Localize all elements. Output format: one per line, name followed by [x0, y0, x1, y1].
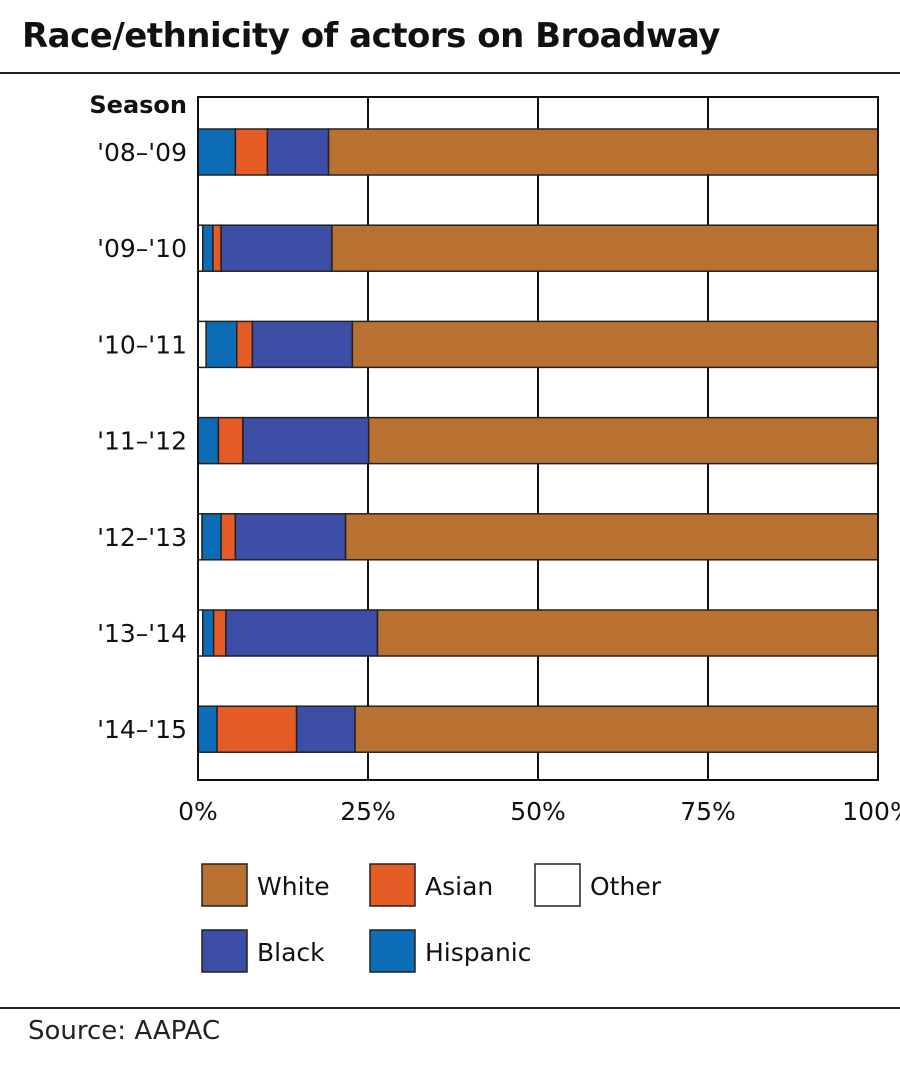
top-rule	[0, 72, 900, 74]
labels-layer: 0% 25% 50% 75% 100% '08–'09 '09–'10 '10–'11 '11–…	[89, 91, 900, 826]
bar-segment-white	[351, 320, 879, 369]
bar-segment-white	[327, 128, 879, 176]
bar-segment-asian	[220, 513, 237, 561]
bar-segment-asian	[234, 128, 269, 176]
bar-segment-black	[266, 128, 330, 176]
bar-segment-white	[367, 416, 879, 465]
legend-layer: White Asian Other Black Hispanic	[201, 863, 662, 973]
bar-segment-hispanic	[205, 320, 238, 369]
bar-segment-white	[344, 513, 879, 561]
x-tick-label: 25%	[340, 797, 396, 826]
bar-segment-black	[251, 320, 354, 369]
bar-segment-hispanic	[197, 128, 237, 176]
bar-segment-black	[225, 609, 379, 657]
bar-segment-asian	[217, 416, 244, 465]
legend-label-hispanic: Hispanic	[425, 938, 532, 967]
y-axis-title: Season	[89, 91, 187, 119]
frame-layer	[197, 96, 879, 781]
bar-segment-black	[295, 705, 356, 753]
bar-segment-black	[220, 224, 333, 272]
category-label: '08–'09	[97, 138, 187, 167]
bar-segment-black	[242, 416, 370, 465]
legend-swatch-other	[534, 863, 581, 907]
plot-frame	[197, 96, 879, 781]
x-tick-label: 75%	[680, 797, 736, 826]
legend-swatch-hispanic	[369, 929, 416, 973]
bar-segment-hispanic	[201, 513, 222, 561]
bar-segment-hispanic	[202, 609, 215, 657]
category-label: '09–'10	[97, 234, 187, 263]
bar-segment-asian	[212, 224, 222, 272]
x-tick-label: 0%	[178, 797, 218, 826]
bar-segment-hispanic	[197, 416, 220, 465]
bottom-rule	[0, 1007, 900, 1009]
bar-segment-hispanic	[202, 224, 214, 272]
legend-label-other: Other	[590, 872, 662, 901]
bar-segment-asian	[216, 705, 298, 753]
legend-swatch-white	[201, 863, 248, 907]
bar-segment-other	[197, 320, 207, 369]
category-label: '12–'13	[97, 523, 187, 552]
source-note: Source: AAPAC	[28, 1016, 221, 1046]
x-tick-label: 100%	[842, 797, 900, 826]
bar-segment-black	[234, 513, 347, 561]
legend-swatch-black	[201, 929, 248, 973]
category-label: '10–'11	[97, 330, 187, 359]
category-label: '13–'14	[97, 619, 187, 648]
bar-segment-white	[331, 224, 879, 272]
bar-segment-white	[354, 705, 879, 753]
bar-segment-asian	[212, 609, 227, 657]
bar-segment-hispanic	[197, 705, 218, 753]
category-label: '11–'12	[97, 427, 187, 456]
bar-segment-asian	[236, 320, 254, 369]
category-label: '14–'15	[97, 715, 187, 744]
chart-title: Race/ethnicity of actors on Broadway	[22, 16, 720, 56]
x-tick-label: 50%	[510, 797, 566, 826]
stacked-bar-chart: 0% 25% 50% 75% 100% '08–'09 '09–'10 '10–'11 '11–…	[89, 91, 900, 973]
bar-segment-white	[376, 609, 879, 657]
legend-swatch-asian	[369, 863, 416, 907]
legend-label-asian: Asian	[425, 872, 493, 901]
legend-label-black: Black	[257, 938, 325, 967]
legend-label-white: White	[257, 872, 330, 901]
